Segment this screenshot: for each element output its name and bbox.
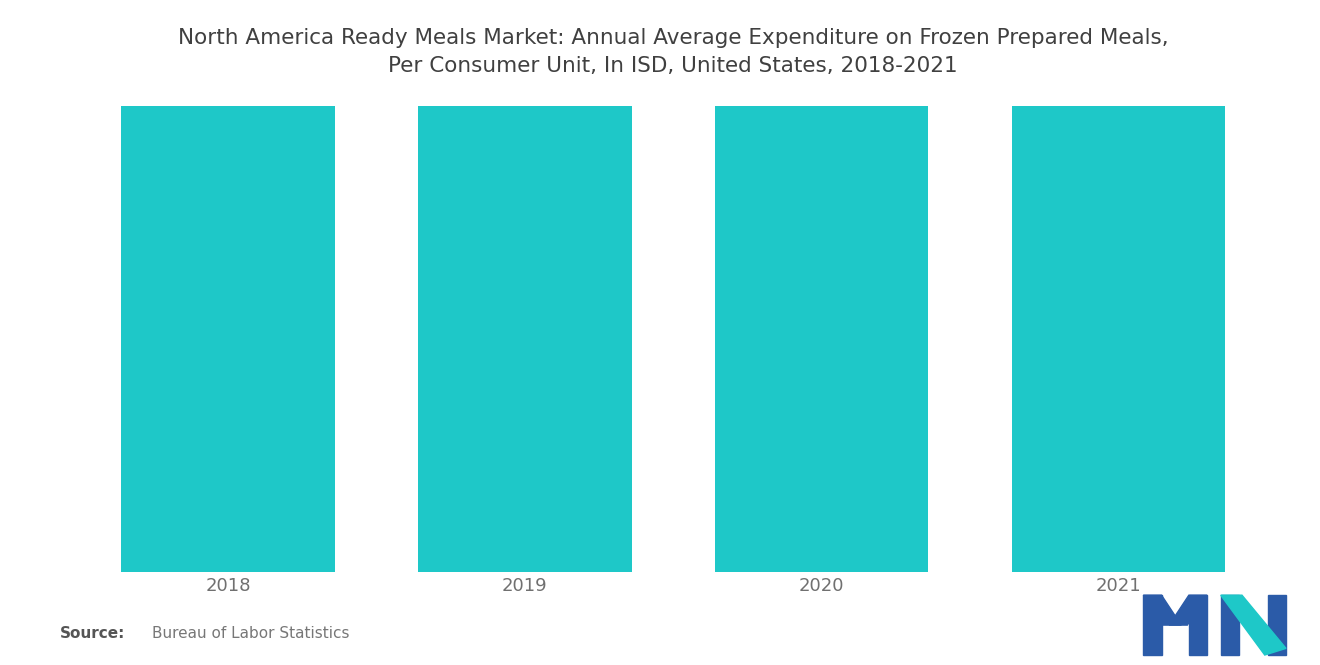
Polygon shape (1143, 595, 1162, 655)
Title: North America Ready Meals Market: Annual Average Expenditure on Frozen Prepared : North America Ready Meals Market: Annual… (178, 28, 1168, 76)
Bar (121, 0, 335, 572)
Polygon shape (1267, 595, 1286, 655)
Polygon shape (1221, 595, 1239, 655)
Text: Source:: Source: (59, 626, 125, 642)
Polygon shape (1189, 595, 1206, 655)
Polygon shape (1221, 595, 1286, 655)
Bar (1011, 0, 1225, 572)
Text: Bureau of Labor Statistics: Bureau of Labor Statistics (152, 626, 350, 642)
Polygon shape (1143, 595, 1181, 625)
Bar (714, 0, 928, 572)
Polygon shape (1170, 595, 1206, 625)
Bar (418, 0, 632, 572)
